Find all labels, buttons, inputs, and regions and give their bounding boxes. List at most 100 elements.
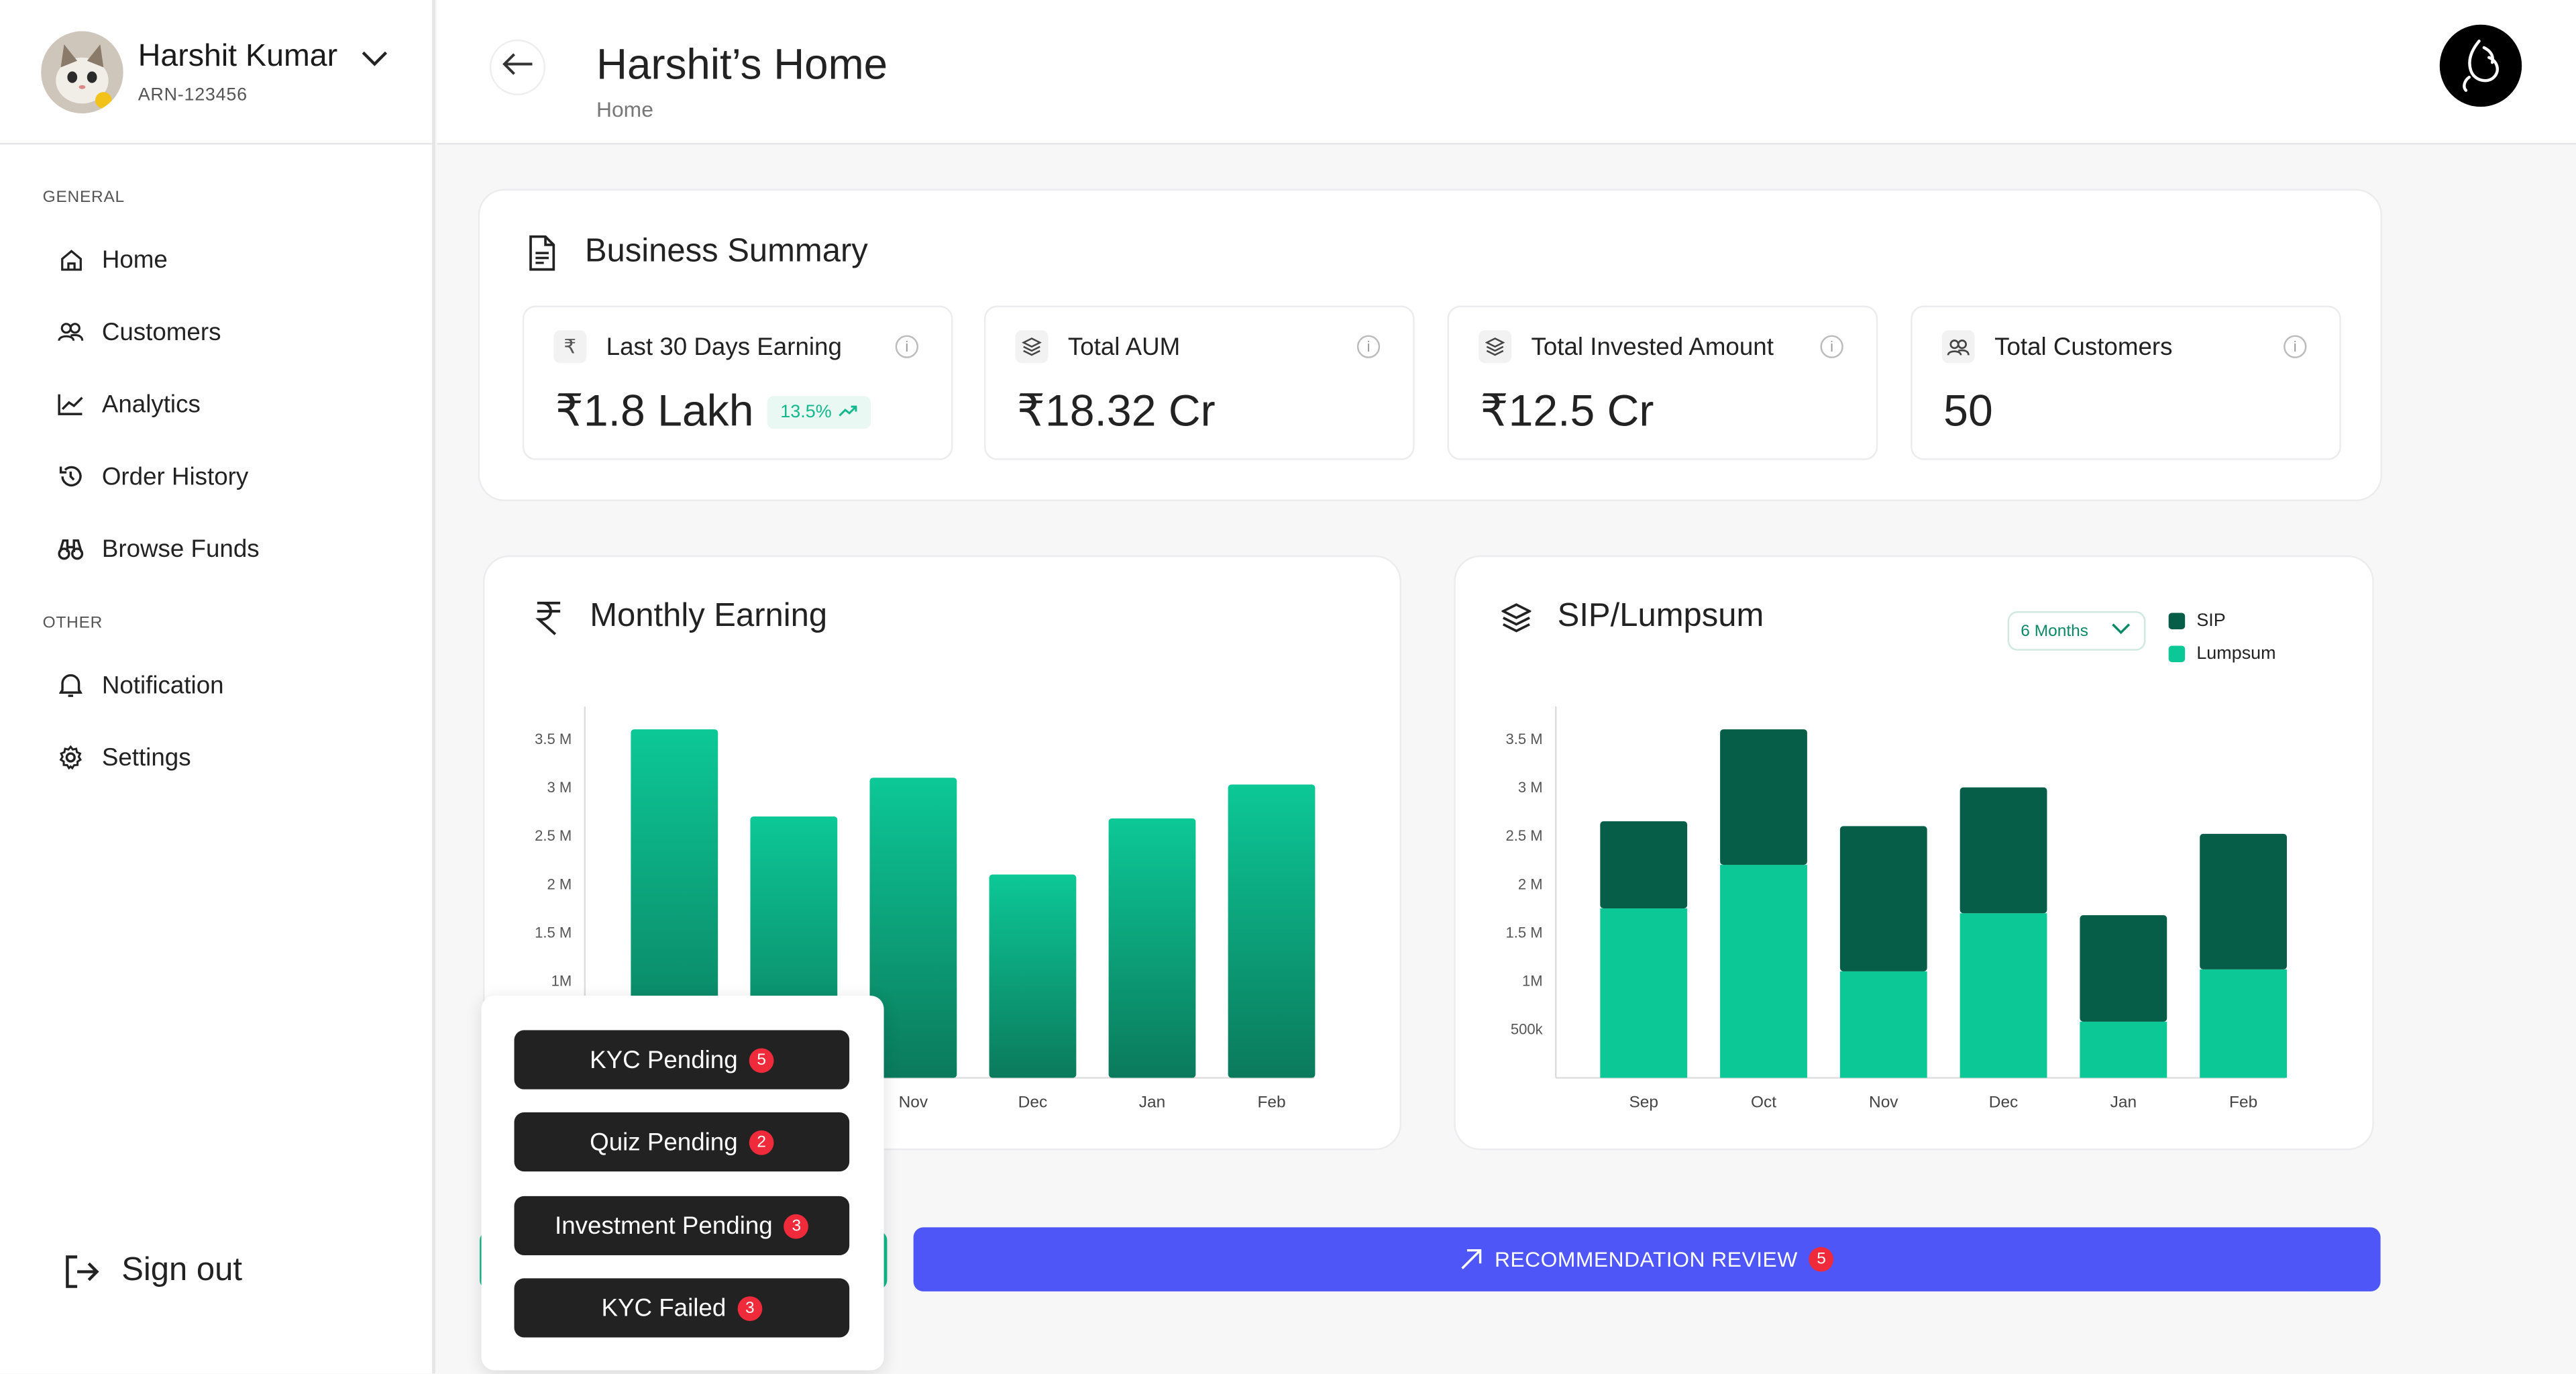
x-tick-label: Oct (1751, 1094, 1776, 1112)
chevron-down-icon[interactable] (362, 46, 388, 76)
quiz-pending-button[interactable]: Quiz Pending 2 (514, 1112, 850, 1172)
profile-name: Harshit Kumar (138, 39, 338, 74)
bar-sep[interactable] (631, 729, 718, 1078)
stat-label: Total Customers (1994, 333, 2173, 362)
pill-label: KYC Failed (601, 1293, 727, 1322)
gear-icon (56, 743, 85, 772)
bar-lumpsum-feb[interactable] (2200, 969, 2288, 1078)
history-icon (56, 462, 85, 491)
business-summary-card: Business Summary ₹ Last 30 Days Earning … (478, 189, 2383, 501)
sidebar-item-label: Settings (101, 743, 191, 772)
sidebar-item-home[interactable]: Home (43, 231, 405, 287)
bar-lumpsum-oct[interactable] (1720, 865, 1807, 1078)
signout-button[interactable]: Sign out (62, 1252, 242, 1289)
users-icon (1941, 330, 1975, 364)
profile-switcher[interactable]: Harshit Kumar ARN-123456 (0, 0, 434, 145)
avatar (41, 31, 123, 113)
back-button[interactable] (489, 39, 546, 96)
investment-pending-button[interactable]: Investment Pending 3 (514, 1196, 850, 1256)
x-tick-label: Feb (2229, 1094, 2257, 1112)
sidebar-item-label: Home (101, 246, 168, 274)
page-title: Harshit’s Home (596, 39, 888, 89)
info-icon[interactable]: i (1356, 335, 1381, 358)
bar-sip-jan[interactable] (2080, 915, 2167, 1022)
bar-lumpsum-jan[interactable] (2080, 1021, 2167, 1078)
count-badge: 5 (1809, 1247, 1834, 1272)
chart-legend: SIP Lumpsum (2168, 611, 2276, 677)
stat-card-invested: Total Invested Amount i ₹12.5 Cr (1447, 305, 1878, 460)
stat-card-earning: ₹ Last 30 Days Earning i ₹1.8 Lakh 13.5% (522, 305, 953, 460)
sip-lumpsum-card: SIP/Lumpsum 6 Months SIP Lumpsum 500k 1M 1… (1454, 555, 2374, 1151)
sidebar-item-order-history[interactable]: Order History (43, 449, 405, 505)
rupee-icon (534, 599, 564, 635)
card-title-text: Business Summary (584, 233, 868, 270)
bar-sip-feb[interactable] (2200, 833, 2288, 969)
y-tick-label: 1M (1522, 973, 1543, 990)
breadcrumb[interactable]: Home (596, 97, 653, 122)
stat-card-customers: Total Customers i 50 (1911, 305, 2341, 460)
card-title-text: SIP/Lumpsum (1557, 598, 1764, 635)
pill-label: Investment Pending (555, 1212, 773, 1240)
y-tick-label: 1M (551, 973, 572, 990)
sidebar-item-label: Order History (101, 462, 249, 491)
bar-nov[interactable] (869, 778, 957, 1078)
card-title-text: Monthly Earning (590, 598, 828, 635)
home-icon (56, 245, 85, 274)
stat-value: ₹18.32 Cr (1016, 386, 1216, 435)
stat-label: Total Invested Amount (1531, 333, 1774, 362)
sidebar-item-settings[interactable]: Settings (43, 729, 405, 785)
period-select[interactable]: 6 Months (2007, 611, 2146, 651)
header: Harshit’s Home Home (437, 0, 2576, 145)
recommendation-review-button[interactable]: RECOMMENDATION REVIEW 5 (913, 1227, 2381, 1291)
y-tick-label: 2 M (547, 876, 572, 892)
arrow-up-right-icon (1460, 1249, 1482, 1270)
info-icon[interactable]: i (895, 335, 918, 358)
sip-lumpsum-chart: 500k 1M 1.5 M 2 M 2.5 M 3 M 3.5 M Sep Oct Nov Dec J… (1506, 706, 2288, 1112)
trend-badge: 13.5% (767, 396, 871, 429)
bar-sip-oct[interactable] (1720, 729, 1807, 865)
signout-label: Sign out (121, 1252, 242, 1289)
sidebar-item-label: Browse Funds (101, 535, 260, 563)
section-label-general: GENERAL (42, 189, 125, 207)
bar-lumpsum-sep[interactable] (1600, 908, 1688, 1078)
sip-lumpsum-title: SIP/Lumpsum (1501, 598, 1764, 635)
info-icon[interactable]: i (1820, 335, 1843, 358)
sidebar-item-customers[interactable]: Customers (43, 304, 405, 360)
bar-feb[interactable] (1228, 784, 1316, 1078)
pill-label: KYC Pending (590, 1045, 738, 1074)
count-badge: 5 (749, 1047, 774, 1072)
bar-sip-dec[interactable] (1960, 787, 2047, 914)
kyc-pending-button[interactable]: KYC Pending 5 (514, 1030, 850, 1090)
bar-jan[interactable] (1108, 818, 1196, 1078)
bar-lumpsum-dec[interactable] (1960, 913, 2047, 1078)
stat-value: ₹1.8 Lakh (555, 386, 754, 435)
y-tick-label: 2.5 M (535, 827, 572, 844)
bell-icon (56, 670, 85, 700)
y-tick-label: 3.5 M (1506, 731, 1543, 747)
sidebar-item-browse-funds[interactable]: Browse Funds (43, 521, 405, 576)
sidebar-item-notification[interactable]: Notification (43, 657, 405, 713)
monthly-earning-title: Monthly Earning (534, 598, 827, 635)
profile-id: ARN-123456 (138, 85, 248, 105)
kyc-failed-button[interactable]: KYC Failed 3 (514, 1278, 850, 1338)
rupee-icon: ₹ (553, 330, 587, 364)
bar-dec[interactable] (989, 874, 1077, 1078)
stat-value: ₹12.5 Cr (1480, 386, 1654, 435)
bar-sip-nov[interactable] (1839, 826, 1927, 971)
legend-label: Lumpsum (2196, 644, 2276, 664)
sidebar-item-analytics[interactable]: Analytics (43, 376, 405, 432)
count-badge: 3 (784, 1213, 809, 1238)
bar-lumpsum-nov[interactable] (1839, 971, 1927, 1078)
arrow-left-icon (501, 52, 534, 83)
recommendation-label: RECOMMENDATION REVIEW (1494, 1247, 1798, 1272)
chart-line-icon (56, 389, 85, 419)
trend-value: 13.5% (780, 403, 832, 423)
brand-logo (2439, 24, 2522, 107)
logout-icon (62, 1253, 102, 1289)
bar-sip-sep[interactable] (1600, 821, 1688, 909)
legend-item-lumpsum: Lumpsum (2168, 644, 2276, 664)
trend-up-icon (838, 403, 857, 422)
sidebar-item-label: Notification (101, 671, 224, 700)
info-icon[interactable]: i (2284, 335, 2307, 358)
chevron-down-icon (2111, 623, 2131, 641)
